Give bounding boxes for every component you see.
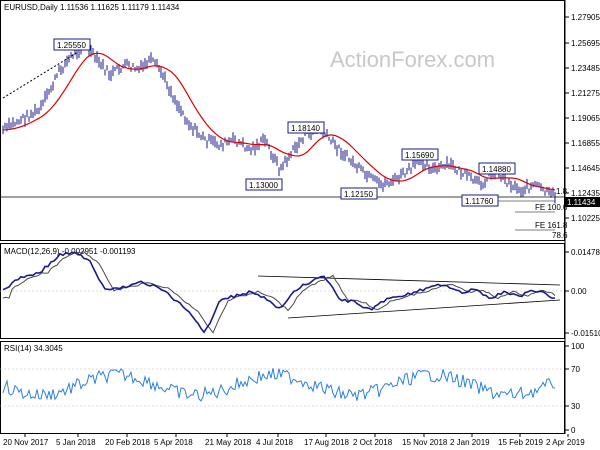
fe-161-label: FE 161.8 bbox=[535, 221, 568, 230]
x-axis-label: 20 Feb 2018 bbox=[105, 438, 150, 447]
edge-label: 1.8 bbox=[556, 187, 568, 196]
rsi-y-tick: 0 bbox=[571, 426, 576, 435]
macd-y-tick: 0.00 bbox=[571, 287, 587, 296]
callout-1.18140: 1.18140 bbox=[287, 121, 325, 134]
macd-line bbox=[2, 251, 556, 334]
macd-lower-trendline bbox=[287, 299, 561, 319]
rsi-header: RSI(14) 34.3045 bbox=[4, 344, 63, 353]
watermark: ActionForex.com bbox=[330, 47, 495, 72]
svg-text:1.18140: 1.18140 bbox=[291, 124, 320, 133]
price-y-tick: 1.14645 bbox=[571, 164, 600, 173]
price-y-tick: 1.21275 bbox=[571, 89, 600, 98]
rsi-y-tick: 70 bbox=[571, 365, 580, 374]
macd-upper-trendline bbox=[257, 275, 561, 286]
x-axis-label: 20 Nov 2017 bbox=[3, 438, 49, 447]
price-y-tick: 1.19065 bbox=[571, 114, 600, 123]
svg-text:1.14880: 1.14880 bbox=[482, 165, 511, 174]
x-axis-label: 15 Nov 2018 bbox=[402, 438, 448, 447]
svg-text:1.11434: 1.11434 bbox=[567, 198, 596, 207]
x-axis-label: 2 Oct 2018 bbox=[353, 438, 393, 447]
x-axis-label: 21 May 2018 bbox=[205, 438, 252, 447]
rsi-y-tick: 100 bbox=[571, 342, 585, 351]
x-axis-label: 4 Jul 2018 bbox=[256, 438, 293, 447]
price-y-tick: 1.25695 bbox=[571, 39, 600, 48]
svg-text:1.11760: 1.11760 bbox=[465, 197, 494, 206]
x-axis-label: 15 Feb 2019 bbox=[498, 438, 543, 447]
price-y-tick: 1.10225 bbox=[571, 214, 600, 223]
macd-signal-line bbox=[2, 251, 556, 334]
macd-y-axis: 0.014786 0.00 -0.015107 bbox=[565, 248, 600, 338]
price-header: EURUSD,Daily 1.11536 1.11625 1.11179 1.1… bbox=[4, 3, 180, 12]
price-y-axis: 1.27905 1.25695 1.23485 1.21275 1.19065 1.168… bbox=[565, 13, 600, 223]
x-axis-label: 17 Aug 2018 bbox=[304, 438, 349, 447]
macd-y-tick: -0.015107 bbox=[571, 329, 600, 338]
rsi-y-tick: 30 bbox=[571, 402, 580, 411]
fib-78-label: 78.6 bbox=[552, 231, 568, 240]
x-axis: 20 Nov 2017 5 Jan 2018 20 Feb 2018 5 Apr 20… bbox=[3, 434, 585, 447]
callout-1.11760: 1.11760 bbox=[461, 194, 499, 207]
svg-text:1.15690: 1.15690 bbox=[405, 151, 434, 160]
x-axis-label: 2 Apr 2019 bbox=[546, 438, 585, 447]
svg-text:1.25550: 1.25550 bbox=[57, 41, 86, 50]
price-y-tick: 1.12435 bbox=[571, 189, 600, 198]
x-axis-label: 2 Jan 2019 bbox=[450, 438, 490, 447]
callout-1.25550: 1.25550 bbox=[53, 38, 91, 51]
svg-text:1.12150: 1.12150 bbox=[344, 190, 373, 199]
dotted-trendline bbox=[2, 51, 79, 99]
x-axis-label: 5 Apr 2018 bbox=[154, 438, 193, 447]
rsi-line bbox=[2, 368, 556, 402]
callout-1.14880: 1.14880 bbox=[478, 162, 516, 175]
callout-1.13000: 1.13000 bbox=[245, 178, 283, 191]
fe-100-label: FE 100.0 bbox=[535, 203, 568, 212]
price-y-tick: 1.16855 bbox=[571, 139, 600, 148]
callout-1.15690: 1.15690 bbox=[401, 148, 439, 161]
price-y-tick: 1.23485 bbox=[571, 64, 600, 73]
macd-header: MACD(12,26,9) -0.002951 -0.001193 bbox=[4, 247, 136, 256]
x-axis-label: 5 Jan 2018 bbox=[56, 438, 96, 447]
svg-text:1.13000: 1.13000 bbox=[249, 181, 278, 190]
callout-1.12150: 1.12150 bbox=[340, 187, 378, 200]
current-price-tag: 1.11434 bbox=[565, 197, 600, 207]
price-y-tick: 1.27905 bbox=[571, 13, 600, 22]
moving-average-line bbox=[2, 52, 556, 191]
rsi-y-axis: 100 70 30 0 bbox=[565, 342, 585, 435]
macd-y-tick: 0.014786 bbox=[571, 248, 600, 257]
